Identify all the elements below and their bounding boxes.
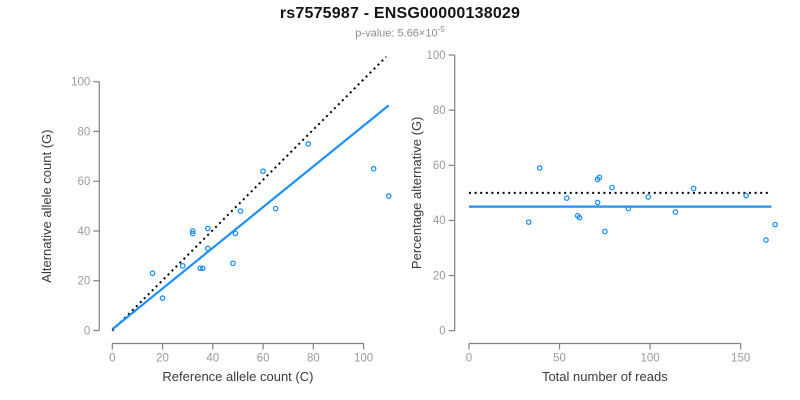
data-point <box>232 230 239 237</box>
x-tick-label: 150 <box>731 353 750 365</box>
x-tick-label: 40 <box>206 353 219 365</box>
data-point <box>609 184 615 191</box>
y-tick-label: 40 <box>433 215 446 227</box>
y-tick-label: 80 <box>433 105 446 117</box>
data-point <box>763 237 769 243</box>
x-tick-label: 100 <box>641 353 660 365</box>
y-tick-label: 20 <box>433 270 446 282</box>
left-plot: 0 20 40 60 80 100 0 20 40 60 80 100 Reference allele… <box>39 56 392 384</box>
data-point <box>385 193 392 199</box>
data-point <box>370 165 377 172</box>
right-plot: 0 20 40 60 80 100 0 50 100 150 Total number of rea… <box>409 50 778 384</box>
y-axis-label: Percentage alternative (G) <box>409 117 424 269</box>
x-axis-label: Reference allele count (C) <box>162 369 313 384</box>
data-point <box>772 221 778 228</box>
data-point <box>159 295 166 302</box>
y-tick-label: 60 <box>433 160 446 172</box>
x-tick-label: 60 <box>257 353 270 365</box>
page-title: rs7575987 - ENSG00000138029 <box>279 5 521 22</box>
x-tick-label: 100 <box>354 353 373 365</box>
x-tick-label: 0 <box>109 353 115 365</box>
fit-line <box>111 104 390 331</box>
data-point <box>199 265 206 272</box>
y-tick-label: 0 <box>84 325 90 337</box>
data-point <box>179 262 186 269</box>
data-point <box>625 205 632 212</box>
page-subtitle: p-value: 5.66×10-5 <box>0 25 800 40</box>
identity-line <box>111 56 387 332</box>
y-tick-label: 0 <box>439 326 445 338</box>
data-point <box>237 208 244 214</box>
x-tick-label: 20 <box>156 353 169 365</box>
y-tick-label: 20 <box>78 276 91 288</box>
x-tick-label: 80 <box>307 353 320 365</box>
data-point <box>189 228 196 234</box>
y-tick-label: 40 <box>78 226 91 238</box>
data-point <box>594 199 601 206</box>
data-point <box>576 214 583 221</box>
x-axis-label: Total number of reads <box>542 369 668 384</box>
y-axis-label: Alternative allele count (G) <box>39 130 54 283</box>
pvalue-text: p-value: 5.66×10 <box>355 27 438 40</box>
data-point <box>525 219 532 225</box>
data-point <box>272 205 279 212</box>
data-point <box>601 228 608 235</box>
data-point <box>149 270 156 277</box>
data-point <box>672 209 679 215</box>
y-tick-label: 80 <box>78 126 91 138</box>
data-point <box>230 260 236 267</box>
data-point <box>743 192 749 199</box>
data-point <box>536 165 543 171</box>
data-point <box>645 194 652 200</box>
y-tick-label: 60 <box>78 176 91 188</box>
data-point <box>563 195 570 201</box>
pvalue-exponent: -5 <box>437 25 445 34</box>
data-point <box>204 245 211 252</box>
x-tick-label: 0 <box>466 353 472 365</box>
data-point <box>260 168 266 175</box>
y-tick-label: 100 <box>71 77 90 89</box>
data-point <box>690 185 697 192</box>
data-point <box>596 174 603 181</box>
x-tick-label: 50 <box>553 353 566 365</box>
data-point <box>204 225 211 232</box>
data-point <box>197 265 204 272</box>
data-point <box>305 141 312 147</box>
data-point <box>189 230 196 237</box>
y-tick-label: 100 <box>427 50 446 62</box>
